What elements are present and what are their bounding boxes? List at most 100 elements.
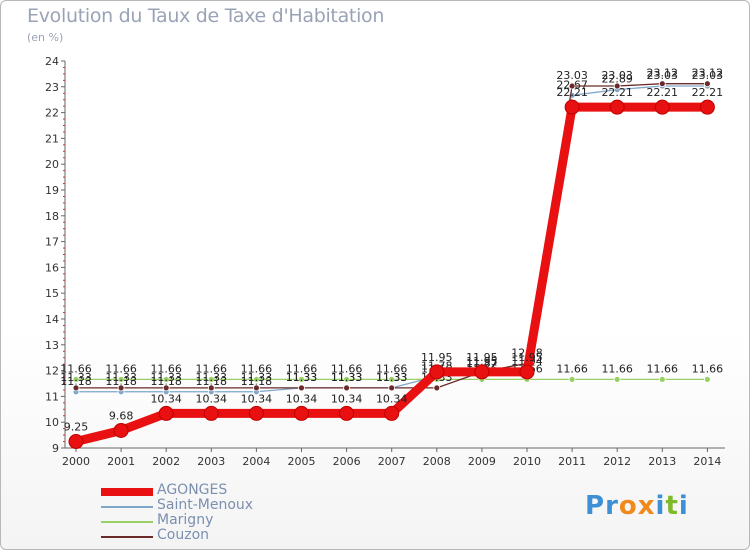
- legend-label-agonges: AGONGES: [157, 482, 228, 498]
- data-label-couzon: 11.33: [286, 371, 318, 384]
- data-label-marigny: 11.66: [241, 362, 273, 375]
- legend-label-saint-menoux: Saint-Menoux: [157, 497, 254, 513]
- logo-letter: P: [585, 491, 606, 521]
- data-label-couzon: 11.95: [466, 355, 498, 368]
- data-label-agonges: 22.21: [601, 86, 633, 99]
- data-point-couzon: [568, 82, 576, 90]
- data-point-couzon: [117, 384, 125, 392]
- logo-letter: i: [655, 491, 666, 521]
- x-tick-label: 2010: [513, 455, 541, 468]
- data-point-couzon: [252, 384, 260, 392]
- data-label-couzon: 23.12: [647, 67, 679, 80]
- x-tick-label: 2012: [603, 455, 631, 468]
- legend-label-couzon: Couzon: [157, 527, 210, 543]
- data-point-couzon: [162, 384, 170, 392]
- data-point-couzon: [613, 82, 621, 90]
- data-point-agonges: [609, 99, 625, 115]
- data-label-saint-menoux: 22.89: [601, 73, 633, 86]
- data-label-marigny: 11.66: [286, 362, 318, 375]
- data-label-marigny: 11.66: [692, 362, 724, 375]
- data-label-couzon: 11.33: [105, 371, 137, 384]
- data-label-marigny: 11.66: [60, 362, 92, 375]
- x-tick-label: 2007: [378, 455, 406, 468]
- data-label-saint-menoux: 11.87: [466, 357, 498, 370]
- data-point-marigny: [117, 375, 125, 383]
- data-point-marigny: [658, 375, 666, 383]
- data-label-couzon: 11.33: [196, 371, 228, 384]
- y-tick-label: 22: [45, 107, 59, 120]
- y-tick-label: 10: [45, 416, 59, 429]
- data-label-saint-menoux: 23.03: [692, 69, 724, 82]
- x-tick-label: 2000: [62, 455, 90, 468]
- x-tick-label: 2003: [197, 455, 225, 468]
- data-label-couzon: 23.12: [692, 67, 724, 80]
- data-point-couzon: [704, 80, 711, 88]
- y-tick-label: 21: [45, 132, 59, 145]
- data-label-agonges: 9.25: [64, 421, 89, 434]
- data-point-marigny: [343, 375, 351, 383]
- logo-letter: r: [605, 491, 619, 521]
- data-label-marigny: 11.66: [647, 362, 679, 375]
- x-tick-label: 2001: [107, 455, 135, 468]
- data-point-agonges: [474, 364, 490, 380]
- data-point-marigny: [207, 375, 215, 383]
- y-tick-label: 24: [45, 55, 59, 68]
- proxiti-logo: Proxiti: [585, 491, 689, 521]
- data-point-agonges: [158, 405, 174, 421]
- data-point-agonges: [248, 405, 264, 421]
- data-label-agonges: 11.95: [466, 351, 498, 364]
- data-point-marigny: [704, 375, 711, 383]
- data-label-saint-menoux: 23.03: [647, 69, 679, 82]
- y-tick-label: 23: [45, 81, 59, 94]
- y-tick-label: 14: [45, 313, 59, 326]
- data-label-agonges: 22.21: [692, 86, 724, 99]
- data-label-marigny: 11.66: [105, 362, 137, 375]
- logo-letter: i: [678, 491, 689, 521]
- chart-title: Evolution du Taux de Taxe d'Habitation: [27, 5, 385, 27]
- x-tick-label: 2013: [648, 455, 676, 468]
- data-label-marigny: 11.66: [556, 362, 588, 375]
- data-point-marigny: [568, 375, 576, 383]
- data-point-couzon: [207, 384, 215, 392]
- data-label-agonges: 9.68: [109, 409, 134, 422]
- data-point-agonges: [203, 405, 219, 421]
- data-label-agonges: 10.34: [196, 392, 228, 405]
- data-point-couzon: [658, 80, 666, 88]
- x-tick-label: 2005: [288, 455, 316, 468]
- data-label-marigny: 11.66: [331, 362, 363, 375]
- y-tick-label: 19: [45, 184, 59, 197]
- y-tick-label: 11: [45, 390, 59, 403]
- x-tick-label: 2002: [152, 455, 180, 468]
- series-line-saint-menoux: [75, 85, 709, 393]
- legend-swatch-agonges: [101, 488, 153, 496]
- data-label-marigny: 11.66: [196, 362, 228, 375]
- data-point-agonges: [68, 434, 84, 450]
- data-point-marigny: [298, 375, 305, 383]
- chart-subtitle: (en %): [27, 31, 64, 44]
- data-point-couzon: [433, 384, 441, 392]
- data-point-agonges: [294, 405, 309, 421]
- data-point-agonges: [699, 99, 715, 115]
- logo-letter: x: [637, 491, 656, 521]
- x-tick-label: 2008: [423, 455, 451, 468]
- data-point-marigny: [252, 375, 260, 383]
- data-label-marigny: 11.66: [150, 362, 182, 375]
- series-line-couzon: [75, 83, 709, 389]
- data-label-agonges: 11.95: [421, 351, 453, 364]
- data-point-agonges: [113, 422, 129, 438]
- data-label-agonges: 22.21: [556, 86, 588, 99]
- data-label-agonges: 10.34: [150, 392, 182, 405]
- data-point-couzon: [298, 384, 305, 392]
- y-tick-label: 9: [52, 442, 59, 455]
- data-point-marigny: [613, 375, 621, 383]
- x-tick-label: 2004: [242, 455, 270, 468]
- y-tick-label: 12: [45, 365, 59, 378]
- x-tick-label: 2011: [558, 455, 586, 468]
- data-label-couzon: 23.03: [601, 69, 633, 82]
- data-label-couzon: 11.33: [331, 371, 363, 384]
- x-tick-label: 2006: [333, 455, 361, 468]
- data-point-agonges: [384, 405, 400, 421]
- data-point-couzon: [72, 384, 80, 392]
